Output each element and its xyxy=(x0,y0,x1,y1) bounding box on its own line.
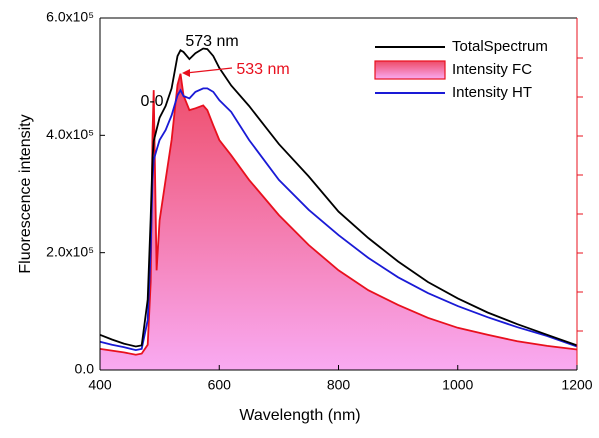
y2-axis xyxy=(577,57,583,332)
line xyxy=(99,73,578,356)
y-tick-label: 0.0 xyxy=(75,361,95,377)
annotation: 0-0 xyxy=(140,93,163,110)
line xyxy=(99,47,578,348)
x-tick-label: 400 xyxy=(88,377,112,393)
y-tick-label: 4.0x10⁵ xyxy=(46,126,94,142)
annotation: 533 nm xyxy=(236,61,289,78)
x-tick-label: 1200 xyxy=(561,377,592,393)
legend-label: TotalSpectrum xyxy=(452,38,548,55)
annotation-arrowhead xyxy=(182,69,190,77)
legend-label: Intensity HT xyxy=(452,84,532,101)
area xyxy=(100,73,577,370)
line xyxy=(99,87,578,352)
x-tick-label: 600 xyxy=(208,377,232,393)
y-axis-title: Fluorescence intensity xyxy=(17,114,34,273)
x-axis-title: Wavelength (nm) xyxy=(239,407,360,424)
x-tick-label: 1000 xyxy=(442,377,473,393)
x-tick-label: 800 xyxy=(327,377,351,393)
annotation-arrow xyxy=(185,67,233,74)
legend-label: Intensity FC xyxy=(452,61,532,78)
annotation: 573 nm xyxy=(185,33,238,50)
y-tick-label: 2.0x10⁵ xyxy=(46,243,94,259)
y-tick-label: 6.0x10⁵ xyxy=(46,9,94,25)
legend-swatch xyxy=(374,60,446,80)
